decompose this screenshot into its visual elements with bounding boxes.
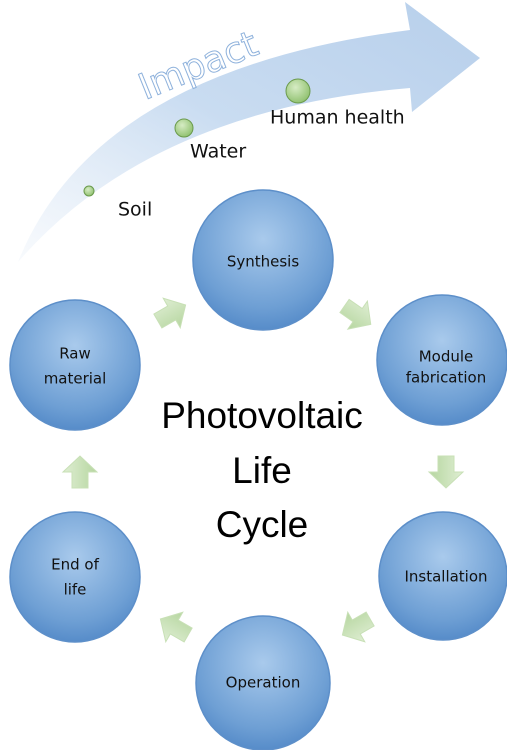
cycle-arrow bbox=[339, 298, 372, 330]
impact-arrow bbox=[18, 2, 480, 262]
node-label: Installation bbox=[404, 568, 487, 586]
cycle-arrow bbox=[427, 455, 465, 489]
impact-dot bbox=[83, 185, 95, 197]
cycle-node bbox=[195, 615, 331, 750]
cycle-node bbox=[378, 511, 507, 641]
cycle-node bbox=[9, 299, 141, 431]
cycle-node bbox=[9, 511, 141, 643]
node-label: Synthesis bbox=[227, 253, 300, 271]
cycle-node bbox=[192, 189, 334, 331]
impact-dot bbox=[285, 78, 311, 104]
node-label: Operation bbox=[226, 674, 301, 692]
impact-dot bbox=[174, 118, 194, 138]
cycle-node bbox=[376, 294, 507, 426]
node-label: material bbox=[44, 370, 107, 388]
impact-item: Water bbox=[190, 141, 246, 163]
cycle-arrow bbox=[61, 455, 99, 489]
node-label: End of bbox=[51, 556, 99, 574]
node-label: fabrication bbox=[406, 369, 487, 387]
impact-item: Soil bbox=[118, 199, 152, 221]
impact-item: Human health bbox=[270, 107, 405, 129]
cycle-title: Life bbox=[232, 450, 292, 491]
node-label: Module bbox=[419, 348, 474, 366]
cycle-arrow bbox=[159, 611, 193, 644]
node-label: life bbox=[64, 581, 87, 599]
cycle-arrow bbox=[153, 297, 187, 330]
cycle-title: Photovoltaic bbox=[161, 395, 363, 436]
cycle-title: Cycle bbox=[216, 504, 309, 545]
cycle-arrow bbox=[341, 610, 375, 643]
node-label: Raw bbox=[59, 345, 91, 363]
